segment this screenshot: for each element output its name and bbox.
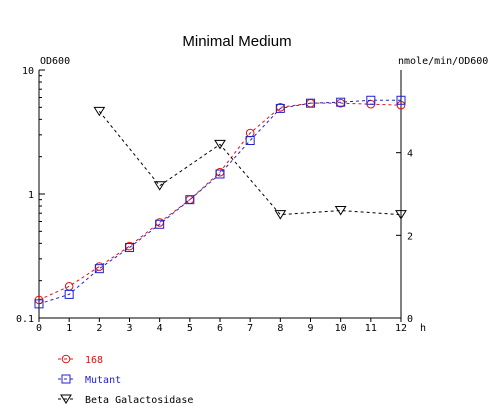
legend-marker	[61, 354, 71, 364]
data-point	[396, 100, 406, 110]
data-point	[245, 136, 255, 146]
series-line	[98, 111, 402, 216]
legend: 168 Mutant Beta Galactosidase	[58, 354, 193, 405]
x-tick-label: 8	[277, 323, 283, 334]
x-tick-label: 9	[307, 323, 313, 334]
data-point	[94, 264, 104, 274]
data-point	[125, 243, 134, 253]
y-left-tick-label: 1	[28, 190, 34, 201]
x-tick-label: 1	[66, 323, 72, 334]
x-tick-label: 7	[247, 323, 253, 334]
data-point	[93, 106, 106, 117]
legend-marker	[61, 374, 71, 384]
x-tick-label: 10	[335, 323, 347, 334]
data-point	[214, 139, 226, 150]
data-point	[334, 206, 347, 216]
data-point	[185, 195, 195, 205]
legend-label: 168	[85, 355, 103, 366]
x-tick-label: 5	[187, 323, 193, 334]
series-layer	[34, 95, 407, 309]
data-point	[34, 299, 44, 309]
legend-label: Mutant	[85, 375, 121, 386]
data-point	[155, 219, 165, 229]
x-tick-label: 6	[217, 323, 223, 334]
x-tick-label: 11	[365, 323, 377, 334]
data-point	[366, 95, 376, 105]
data-point	[306, 98, 315, 108]
series-line	[38, 99, 401, 305]
x-tick-label: 4	[157, 323, 163, 334]
legend-item: Mutant	[58, 374, 121, 386]
x-unit-label: h	[420, 323, 426, 334]
y-right-tick-label: 0	[407, 314, 413, 325]
series-triangle-down	[93, 106, 407, 220]
legend-item: 168	[58, 354, 103, 366]
data-point	[215, 169, 225, 179]
y-left-tick-label: 10	[22, 66, 34, 77]
x-tick-label: 2	[96, 323, 102, 334]
data-point	[153, 181, 166, 191]
series-line	[38, 102, 402, 301]
data-point	[336, 97, 346, 107]
data-point	[155, 218, 164, 227]
x-tick-label: 0	[36, 323, 42, 334]
data-point	[275, 103, 285, 113]
series-square	[34, 95, 406, 309]
right-axis-label: nmole/min/OD600	[398, 56, 488, 67]
x-tick-label: 12	[395, 323, 407, 334]
y-left-tick-label: 0.1	[16, 314, 34, 325]
legend-item: Beta Galactosidase	[58, 394, 193, 405]
data-point	[395, 210, 407, 220]
legend-label: Beta Galactosidase	[85, 395, 193, 405]
data-point	[64, 289, 74, 299]
left-axis-label: OD600	[40, 56, 70, 67]
y-right-tick-label: 2	[407, 231, 413, 242]
legend-marker	[60, 394, 72, 404]
chart-title: Minimal Medium	[182, 33, 291, 50]
data-point	[64, 282, 74, 291]
series-circle	[34, 98, 406, 305]
x-tick-label: 3	[126, 323, 132, 334]
data-point	[274, 210, 287, 220]
y-right-tick-label: 4	[407, 149, 413, 160]
data-point	[396, 95, 406, 105]
